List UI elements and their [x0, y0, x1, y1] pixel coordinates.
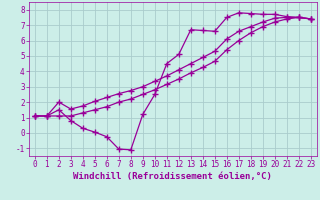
X-axis label: Windchill (Refroidissement éolien,°C): Windchill (Refroidissement éolien,°C): [73, 172, 272, 181]
